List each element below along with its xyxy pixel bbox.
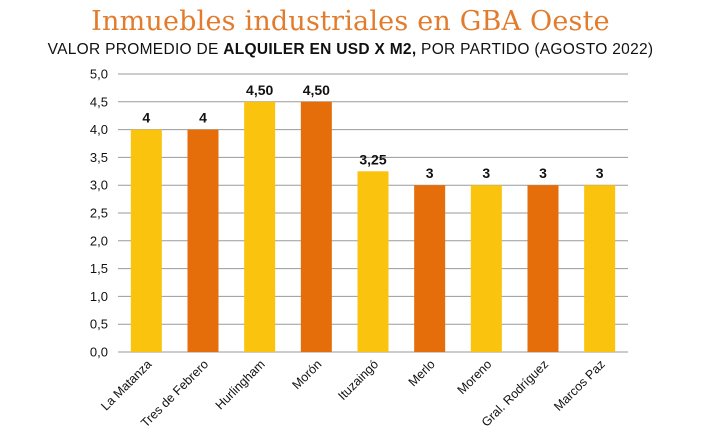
y-axis-ticks: 0,0 0,5 1,0 1,5 2,0 2,5 3,0 3,5 4,0 4,5 5,0 — [90, 67, 108, 360]
bar — [357, 171, 389, 352]
bar — [187, 129, 219, 352]
bar — [300, 101, 332, 352]
bar — [584, 185, 616, 352]
data-label: 3 — [596, 165, 604, 181]
subtitle-part-2: ALQUILER EN USD X M2, — [223, 41, 417, 58]
y-tick-label: 4,5 — [90, 94, 108, 109]
subtitle-part-1: VALOR PROMEDIO DE — [47, 41, 224, 58]
category-label: La Matanza — [98, 357, 154, 413]
chart-title: Inmuebles industriales en GBA Oeste — [91, 6, 610, 37]
y-tick-label: 4,0 — [90, 122, 108, 137]
subtitle-part-3: POR PARTIDO (AGOSTO 2022) — [416, 41, 654, 58]
data-label: 4,50 — [303, 82, 330, 98]
y-tick-label: 1,5 — [90, 261, 108, 276]
chart-subtitle: VALOR PROMEDIO DE ALQUILER EN USD X M2, … — [0, 41, 701, 59]
y-tick-label: 5,0 — [90, 67, 108, 82]
category-label: Morón — [289, 357, 324, 392]
bar — [130, 129, 162, 352]
data-label: 4,50 — [246, 82, 273, 98]
y-tick-label: 2,5 — [90, 206, 108, 221]
y-tick-label: 3,0 — [90, 178, 108, 193]
bar — [414, 185, 446, 352]
category-label: Marcos Paz — [551, 357, 608, 414]
bar — [244, 101, 276, 352]
data-labels-layer: 4 4 4,50 4,50 3,25 3 3 3 3 — [142, 82, 603, 181]
category-label: Ituzaingó — [335, 357, 381, 403]
data-label: 4 — [142, 110, 150, 126]
y-tick-label: 0,5 — [90, 317, 108, 332]
category-label: Hurlingham — [213, 357, 268, 412]
data-label: 3 — [539, 165, 547, 181]
category-label: Merlo — [406, 357, 438, 389]
bar — [470, 185, 502, 352]
y-tick-label: 3,5 — [90, 150, 108, 165]
data-label: 4 — [199, 110, 207, 126]
data-label: 3 — [426, 165, 434, 181]
y-tick-label: 2,0 — [90, 233, 108, 248]
bar — [527, 185, 559, 352]
bars-layer — [130, 101, 616, 352]
y-tick-label: 1,0 — [90, 289, 108, 304]
data-label: 3,25 — [359, 151, 386, 167]
category-label: Moreno — [455, 357, 495, 397]
data-label: 3 — [482, 165, 490, 181]
y-tick-label: 0,0 — [90, 345, 108, 360]
